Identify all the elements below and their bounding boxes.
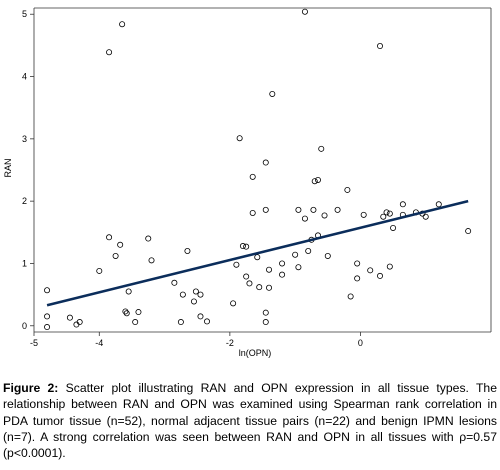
data-point (44, 287, 51, 294)
data-point (354, 260, 361, 267)
figure-caption: Figure 2: Scatter plot illustrating RAN … (3, 380, 497, 461)
data-point (66, 314, 73, 321)
data-point (148, 257, 155, 264)
data-point (249, 173, 256, 180)
data-point (44, 313, 51, 320)
data-point (135, 309, 142, 316)
data-point (233, 261, 240, 268)
x-tick-label: -2 (226, 338, 234, 348)
data-point (106, 234, 113, 241)
data-point (44, 324, 51, 331)
data-point (324, 252, 331, 259)
y-tick-label: 3 (22, 134, 27, 144)
data-point (106, 49, 113, 56)
y-tick-label: 0 (22, 321, 27, 331)
data-point (262, 206, 269, 213)
fit-line-group (46, 199, 469, 307)
data-point (262, 319, 269, 326)
x-tick-label: 0 (358, 338, 363, 348)
data-point (112, 252, 119, 259)
y-axis-title: RAN (3, 158, 13, 177)
data-point (254, 254, 261, 261)
data-point (243, 243, 250, 250)
data-point (123, 310, 130, 317)
data-point (177, 319, 184, 326)
y-tick-label: 4 (22, 72, 27, 82)
data-point (279, 260, 286, 267)
data-point (383, 209, 390, 216)
data-point (354, 275, 361, 282)
data-point (318, 145, 325, 152)
data-point (301, 8, 308, 15)
scatter-plot: 0 1 2 3 4 5 -5 -4 -2 0 ln(OPN) RAN (3, 7, 492, 358)
data-point (386, 263, 393, 270)
data-point (305, 247, 312, 254)
data-point (279, 271, 286, 278)
data-point (386, 210, 393, 217)
data-point (256, 284, 263, 291)
data-point (236, 135, 243, 142)
data-point (380, 213, 387, 220)
data-point (230, 300, 237, 307)
data-point (377, 272, 384, 279)
data-point (132, 319, 139, 326)
data-point (122, 308, 129, 315)
data-point (465, 228, 472, 235)
data-point (269, 90, 276, 97)
data-point (399, 201, 406, 208)
data-point (184, 247, 191, 254)
data-point (295, 264, 302, 271)
data-point (347, 293, 354, 300)
data-point (344, 186, 351, 193)
data-point (390, 224, 397, 231)
data-point (422, 213, 429, 220)
data-point (301, 215, 308, 222)
data-point (310, 206, 317, 213)
data-point (197, 291, 204, 298)
caption-label: Figure 2: (3, 381, 59, 395)
x-tick-label: -4 (95, 338, 103, 348)
data-points (44, 8, 472, 331)
data-point (204, 318, 211, 325)
data-point (76, 319, 83, 326)
data-point (117, 241, 124, 248)
data-point (334, 206, 341, 213)
data-point (321, 212, 328, 219)
data-point (197, 313, 204, 320)
y-tick-label: 1 (22, 258, 27, 268)
data-point (314, 176, 321, 183)
data-point (96, 267, 103, 274)
data-point (262, 159, 269, 166)
data-point (360, 211, 367, 218)
data-point (311, 178, 318, 185)
data-point (266, 284, 273, 291)
data-point (377, 43, 384, 50)
data-point (145, 235, 152, 242)
data-point (243, 273, 250, 280)
data-point (295, 206, 302, 213)
data-point (239, 243, 246, 250)
data-point (246, 280, 253, 287)
x-axis-title: ln(OPN) (239, 348, 272, 358)
x-tick-label: -5 (30, 338, 38, 348)
data-point (262, 309, 269, 316)
caption-text: Scatter plot illustrating RAN and OPN ex… (3, 381, 497, 461)
data-point (125, 288, 132, 295)
data-point (249, 209, 256, 216)
data-point (192, 288, 199, 295)
data-point (119, 21, 126, 28)
y-tick-label: 5 (22, 9, 27, 19)
y-tick-label: 2 (22, 196, 27, 206)
fit-line (46, 199, 469, 307)
data-point (435, 201, 442, 208)
data-point (266, 266, 273, 273)
data-point (171, 279, 178, 286)
data-point (292, 251, 299, 258)
data-point (190, 298, 197, 305)
data-point (179, 291, 186, 298)
data-point (367, 267, 374, 274)
axes: 0 1 2 3 4 5 -5 -4 -2 0 (22, 7, 492, 348)
